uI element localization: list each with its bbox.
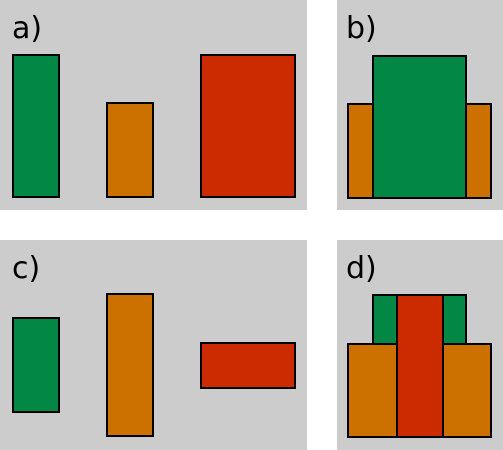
orange-rect [347, 103, 375, 199]
green-rect [372, 55, 467, 199]
panel-label: b) [346, 11, 377, 46]
panel-label: d) [346, 251, 377, 286]
orange-rect [464, 103, 492, 199]
green-rect [12, 317, 60, 413]
panel-label: c) [12, 251, 40, 286]
green-rect [12, 54, 60, 198]
orange-rect [441, 343, 492, 438]
red-rect [200, 54, 296, 198]
panel-label: a) [12, 11, 42, 46]
orange-rect [106, 293, 154, 437]
red-rect [396, 294, 444, 438]
red-rect [200, 342, 296, 389]
orange-rect [347, 343, 399, 438]
orange-rect [106, 102, 154, 198]
